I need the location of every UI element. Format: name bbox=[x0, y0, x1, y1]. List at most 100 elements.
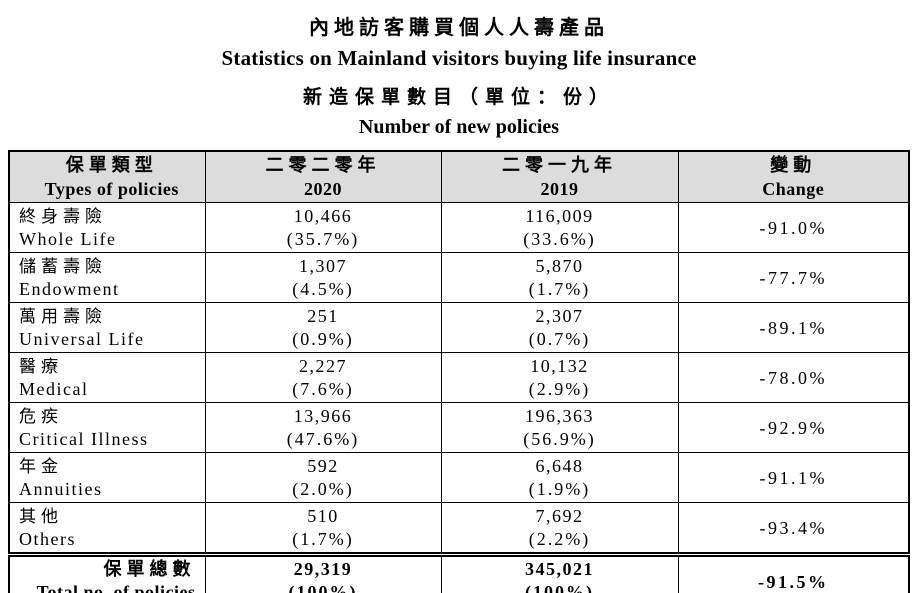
cell-2020: 510 (1.7%) bbox=[204, 502, 442, 555]
table-row-universal-life: 萬用壽險 Universal Life 251 (0.9%) 2,307 (0.… bbox=[8, 302, 910, 353]
table-row-whole-life: 終身壽險 Whole Life 10,466 (35.7%) 116,009 (… bbox=[8, 202, 910, 253]
row-label-en: Others bbox=[19, 528, 76, 549]
total-label-en: Total no. of policies bbox=[36, 582, 196, 593]
header-types-zh: 保單類型 bbox=[65, 155, 158, 175]
value-2019: 10,132 bbox=[530, 355, 589, 376]
cell-change: -93.4% bbox=[677, 502, 910, 555]
cell-change: -77.7% bbox=[677, 252, 910, 303]
row-label-en: Endowment bbox=[19, 278, 120, 299]
total-label-zh: 保單總數 bbox=[103, 559, 196, 579]
cell-change: -78.0% bbox=[677, 352, 910, 403]
row-label: 年金 Annuities bbox=[8, 452, 206, 503]
value-2020: 510 bbox=[307, 505, 339, 526]
value-2020: 2,227 bbox=[299, 355, 347, 376]
policies-table: 保單類型 Types of policies 二零二零年 2020 二零一九年 … bbox=[8, 150, 910, 593]
header-2020-zh: 二零二零年 bbox=[265, 155, 381, 175]
table-row-annuities: 年金 Annuities 592 (2.0%) 6,648 (1.9%) -91… bbox=[8, 452, 910, 503]
cell-2020: 13,966 (47.6%) bbox=[204, 402, 442, 453]
pct-2020: (4.5%) bbox=[292, 278, 354, 299]
pct-2020: (35.7%) bbox=[286, 228, 360, 249]
pct-2020: (47.6%) bbox=[286, 428, 360, 449]
header-year-2020: 二零二零年 2020 bbox=[204, 150, 442, 203]
pct-2019: (56.9%) bbox=[523, 428, 596, 449]
row-label-en: Critical Illness bbox=[19, 428, 149, 449]
value-2019: 2,307 bbox=[535, 305, 584, 326]
page-title-zh: 內地訪客購買個人人壽產品 bbox=[309, 17, 609, 39]
header-types-of-policies: 保單類型 Types of policies bbox=[8, 150, 206, 203]
pct-2019: (1.9%) bbox=[528, 478, 591, 499]
cell-2019: 5,870 (1.7%) bbox=[440, 252, 679, 303]
table-row-others: 其他 Others 510 (1.7%) 7,692 (2.2%) -93.4% bbox=[8, 502, 910, 555]
value-2019: 7,692 bbox=[535, 505, 584, 526]
cell-2019: 7,692 (2.2%) bbox=[440, 502, 679, 555]
row-label-zh: 其他 bbox=[19, 506, 63, 526]
pct-2019: (33.6%) bbox=[523, 228, 596, 249]
page-subtitle-en: Number of new policies bbox=[358, 116, 560, 138]
row-label-en: Whole Life bbox=[19, 228, 117, 249]
total-cell-change: -91.5% bbox=[677, 552, 910, 593]
row-label: 其他 Others bbox=[8, 502, 206, 555]
pct-2019: (2.9%) bbox=[528, 378, 591, 399]
cell-2020: 10,466 (35.7%) bbox=[204, 202, 442, 253]
table-row-endowment: 儲蓄壽險 Endowment 1,307 (4.5%) 5,870 (1.7%)… bbox=[8, 252, 910, 303]
total-value-2020: 29,319 bbox=[293, 559, 353, 579]
header-2020-en: 2020 bbox=[304, 179, 342, 199]
header-2019-en: 2019 bbox=[540, 179, 579, 199]
table-row-critical-illness: 危疾 Critical Illness 13,966 (47.6%) 196,3… bbox=[8, 402, 910, 453]
pct-2020: (2.0%) bbox=[292, 478, 354, 499]
value-2019: 5,870 bbox=[535, 255, 584, 276]
header-change-en: Change bbox=[762, 179, 825, 199]
row-label: 終身壽險 Whole Life bbox=[8, 202, 206, 253]
pct-2020: (7.6%) bbox=[292, 378, 354, 399]
title-block: 內地訪客購買個人人壽產品 Statistics on Mainland visi… bbox=[0, 0, 918, 142]
row-label: 醫療 Medical bbox=[8, 352, 206, 403]
table-header-row: 保單類型 Types of policies 二零二零年 2020 二零一九年 … bbox=[8, 150, 910, 203]
row-label-en: Universal Life bbox=[19, 328, 145, 349]
total-label: 保單總數 Total no. of policies bbox=[8, 552, 206, 593]
cell-2020: 1,307 (4.5%) bbox=[204, 252, 442, 303]
value-2020: 1,307 bbox=[299, 255, 347, 276]
total-pct-2019: (100%) bbox=[525, 582, 594, 593]
row-label-zh: 萬用壽險 bbox=[19, 306, 107, 326]
pct-2019: (1.7%) bbox=[528, 278, 591, 299]
pct-2019: (2.2%) bbox=[528, 528, 591, 549]
pct-2020: (0.9%) bbox=[292, 328, 354, 349]
cell-change: -92.9% bbox=[677, 402, 910, 453]
cell-2020: 2,227 (7.6%) bbox=[204, 352, 442, 403]
cell-change: -91.0% bbox=[677, 202, 910, 253]
value-2020: 592 bbox=[307, 455, 339, 476]
header-types-en: Types of policies bbox=[44, 179, 179, 199]
pct-2019: (0.7%) bbox=[528, 328, 591, 349]
header-2019-zh: 二零一九年 bbox=[502, 155, 617, 175]
page-title-en: Statistics on Mainland visitors buying l… bbox=[221, 46, 697, 70]
row-label: 儲蓄壽險 Endowment bbox=[8, 252, 206, 303]
header-change: 變動 Change bbox=[677, 150, 910, 203]
cell-2020: 592 (2.0%) bbox=[204, 452, 442, 503]
total-cell-2019: 345,021 (100%) bbox=[440, 552, 679, 593]
row-label-en: Annuities bbox=[19, 478, 103, 499]
value-2020: 13,966 bbox=[293, 405, 353, 426]
row-label-zh: 危疾 bbox=[19, 406, 63, 426]
page-subtitle-zh: 新造保單數目（單位：份） bbox=[302, 87, 615, 108]
row-label-en: Medical bbox=[19, 378, 89, 399]
cell-2019: 116,009 (33.6%) bbox=[440, 202, 679, 253]
row-label: 危疾 Critical Illness bbox=[8, 402, 206, 453]
cell-2019: 6,648 (1.9%) bbox=[440, 452, 679, 503]
total-value-2019: 345,021 bbox=[525, 559, 594, 579]
cell-2019: 196,363 (56.9%) bbox=[440, 402, 679, 453]
total-cell-2020: 29,319 (100%) bbox=[204, 552, 442, 593]
cell-change: -89.1% bbox=[677, 302, 910, 353]
table-row-medical: 醫療 Medical 2,227 (7.6%) 10,132 (2.9%) -7… bbox=[8, 352, 910, 403]
value-2019: 196,363 bbox=[525, 405, 594, 426]
header-year-2019: 二零一九年 2019 bbox=[440, 150, 679, 203]
value-2020: 251 bbox=[307, 305, 339, 326]
total-pct-2020: (100%) bbox=[288, 582, 358, 593]
cell-change: -91.1% bbox=[677, 452, 910, 503]
cell-2020: 251 (0.9%) bbox=[204, 302, 442, 353]
cell-2019: 10,132 (2.9%) bbox=[440, 352, 679, 403]
value-2019: 116,009 bbox=[525, 205, 594, 226]
row-label-zh: 終身壽險 bbox=[19, 206, 107, 226]
value-2019: 6,648 bbox=[535, 455, 584, 476]
value-2020: 10,466 bbox=[293, 205, 353, 226]
